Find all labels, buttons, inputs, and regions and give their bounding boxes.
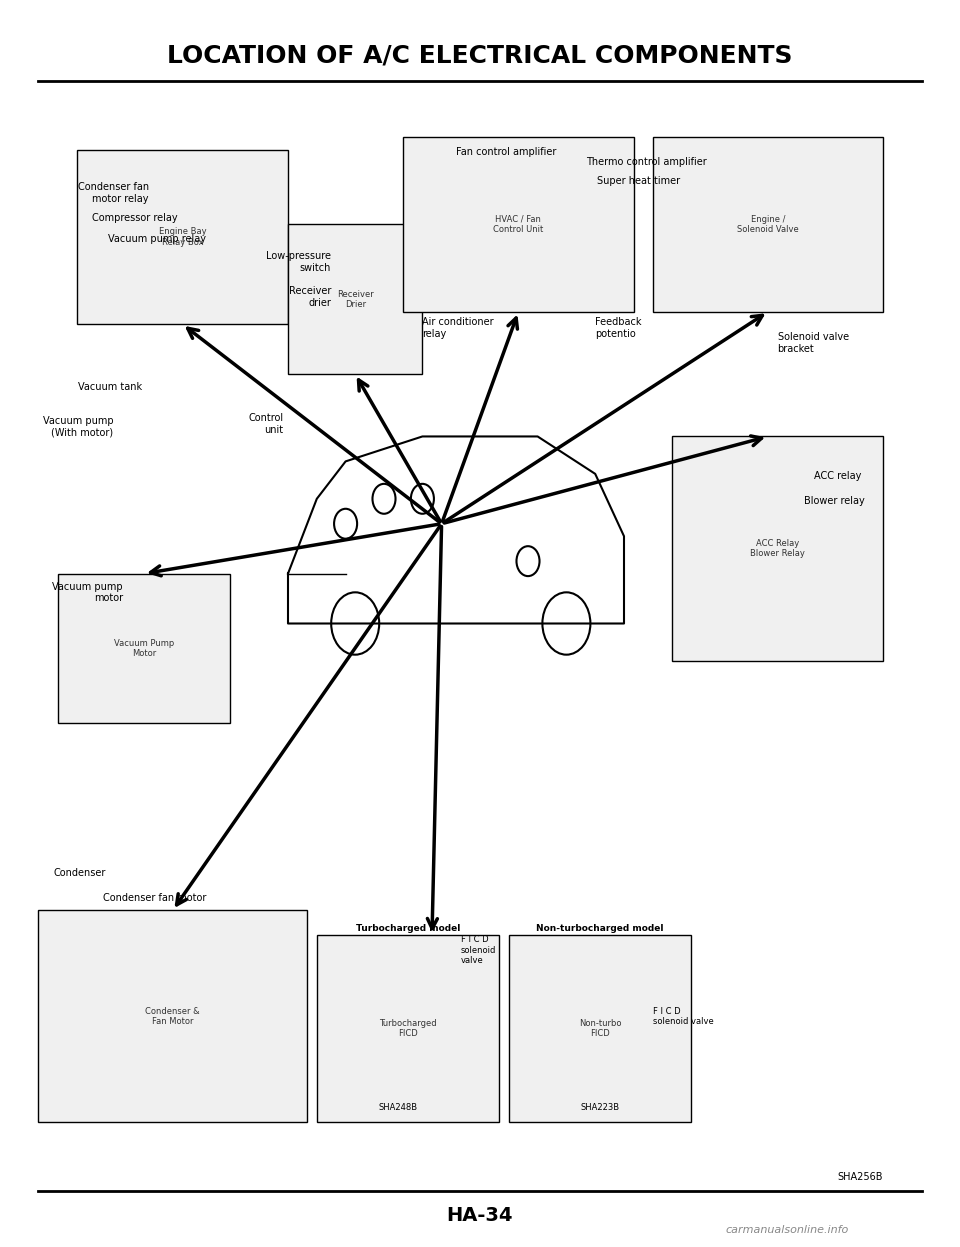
Text: Vacuum pump
(With motor): Vacuum pump (With motor) xyxy=(42,415,113,438)
Text: Receiver
drier: Receiver drier xyxy=(289,286,331,308)
Bar xyxy=(403,137,634,312)
Text: SHA256B: SHA256B xyxy=(838,1172,883,1182)
Text: LOCATION OF A/C ELECTRICAL COMPONENTS: LOCATION OF A/C ELECTRICAL COMPONENTS xyxy=(167,44,793,67)
Text: Vacuum Pump
Motor: Vacuum Pump Motor xyxy=(114,638,174,658)
Text: Condenser fan motor: Condenser fan motor xyxy=(103,893,206,903)
Text: Low-pressure
switch: Low-pressure switch xyxy=(266,251,331,273)
Text: F I C D
solenoid
valve: F I C D solenoid valve xyxy=(461,935,496,965)
Bar xyxy=(653,137,883,312)
Text: Super heat timer: Super heat timer xyxy=(597,176,681,186)
Bar xyxy=(672,436,883,661)
Text: Engine Bay
Relay Box: Engine Bay Relay Box xyxy=(158,227,206,247)
Bar xyxy=(288,224,422,374)
Text: carmanualsonline.info: carmanualsonline.info xyxy=(726,1225,849,1235)
Text: HVAC / Fan
Control Unit: HVAC / Fan Control Unit xyxy=(493,214,543,234)
Text: HA-34: HA-34 xyxy=(446,1206,514,1225)
Text: Solenoid valve
bracket: Solenoid valve bracket xyxy=(778,332,849,354)
Text: Non-turbocharged model: Non-turbocharged model xyxy=(537,924,663,933)
Bar xyxy=(509,935,691,1122)
Text: SHA248B: SHA248B xyxy=(379,1102,418,1112)
Text: Condenser fan
motor relay: Condenser fan motor relay xyxy=(78,182,149,205)
Text: Vacuum tank: Vacuum tank xyxy=(78,382,142,392)
Text: Compressor relay: Compressor relay xyxy=(92,213,178,223)
Text: Thermo control amplifier: Thermo control amplifier xyxy=(586,157,707,167)
Text: Non-turbo
FICD: Non-turbo FICD xyxy=(579,1019,621,1039)
Text: Turbocharged model: Turbocharged model xyxy=(356,924,460,933)
Text: Engine /
Solenoid Valve: Engine / Solenoid Valve xyxy=(737,214,799,234)
Text: F I C D
solenoid valve: F I C D solenoid valve xyxy=(653,1006,713,1026)
Text: Condenser: Condenser xyxy=(53,868,106,878)
Text: Air conditioner
relay: Air conditioner relay xyxy=(422,317,494,339)
Text: ACC Relay
Blower Relay: ACC Relay Blower Relay xyxy=(750,539,805,559)
Bar xyxy=(58,574,230,723)
Text: Receiver
Drier: Receiver Drier xyxy=(337,289,373,309)
Text: ACC relay: ACC relay xyxy=(814,471,861,481)
Text: Turbocharged
FICD: Turbocharged FICD xyxy=(379,1019,437,1039)
Bar xyxy=(77,150,288,324)
Text: SHA223B: SHA223B xyxy=(581,1102,619,1112)
Text: Vacuum pump
motor: Vacuum pump motor xyxy=(52,581,123,604)
Text: Fan control amplifier: Fan control amplifier xyxy=(456,147,557,157)
Text: Condenser &
Fan Motor: Condenser & Fan Motor xyxy=(146,1006,200,1026)
Text: Vacuum pump relay: Vacuum pump relay xyxy=(108,234,206,244)
Bar xyxy=(317,935,499,1122)
Text: Control
unit: Control unit xyxy=(248,413,283,435)
Text: Feedback
potentio: Feedback potentio xyxy=(595,317,641,339)
Text: Blower relay: Blower relay xyxy=(804,496,865,506)
Bar xyxy=(38,910,307,1122)
